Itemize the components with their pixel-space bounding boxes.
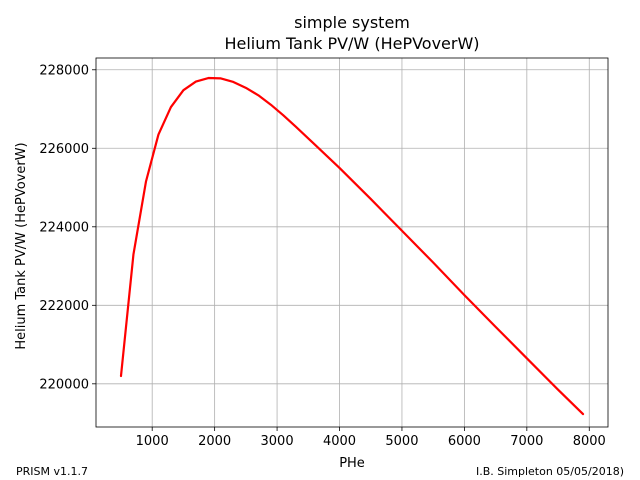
y-axis-label: Helium Tank PV/W (HePVoverW) — [14, 142, 29, 349]
x-tick-label: 1000 — [136, 434, 169, 449]
x-tick-label: 6000 — [448, 434, 481, 449]
x-tick-label: 3000 — [261, 434, 294, 449]
axis-ticks: 1000 2000 3000 4000 5000 6000 7000 8000 220000 22… — [39, 63, 605, 449]
y-tick-label: 226000 — [39, 142, 89, 157]
y-tick-label: 228000 — [39, 63, 89, 78]
x-tick-label: 2000 — [198, 434, 231, 449]
series-line — [119, 76, 585, 416]
x-tick-label: 5000 — [385, 434, 418, 449]
x-tick-label: 8000 — [573, 434, 606, 449]
series-layer — [119, 76, 585, 416]
x-tick-label: 7000 — [510, 434, 543, 449]
chart-subtitle: Helium Tank PV/W (HePVoverW) — [224, 34, 479, 53]
y-tick-label: 222000 — [39, 299, 89, 314]
x-tick-label: 4000 — [323, 434, 356, 449]
y-tick-label: 220000 — [39, 377, 89, 392]
footer-version: PRISM v1.1.7 — [16, 465, 88, 478]
y-tick-label: 224000 — [39, 220, 89, 235]
chart-title: simple system — [294, 13, 410, 32]
footer-author: I.B. Simpleton 05/05/2018) — [475, 465, 624, 478]
grid-lines — [96, 58, 608, 427]
x-axis-label: PHe — [339, 456, 365, 471]
plot-frame — [95, 57, 609, 428]
